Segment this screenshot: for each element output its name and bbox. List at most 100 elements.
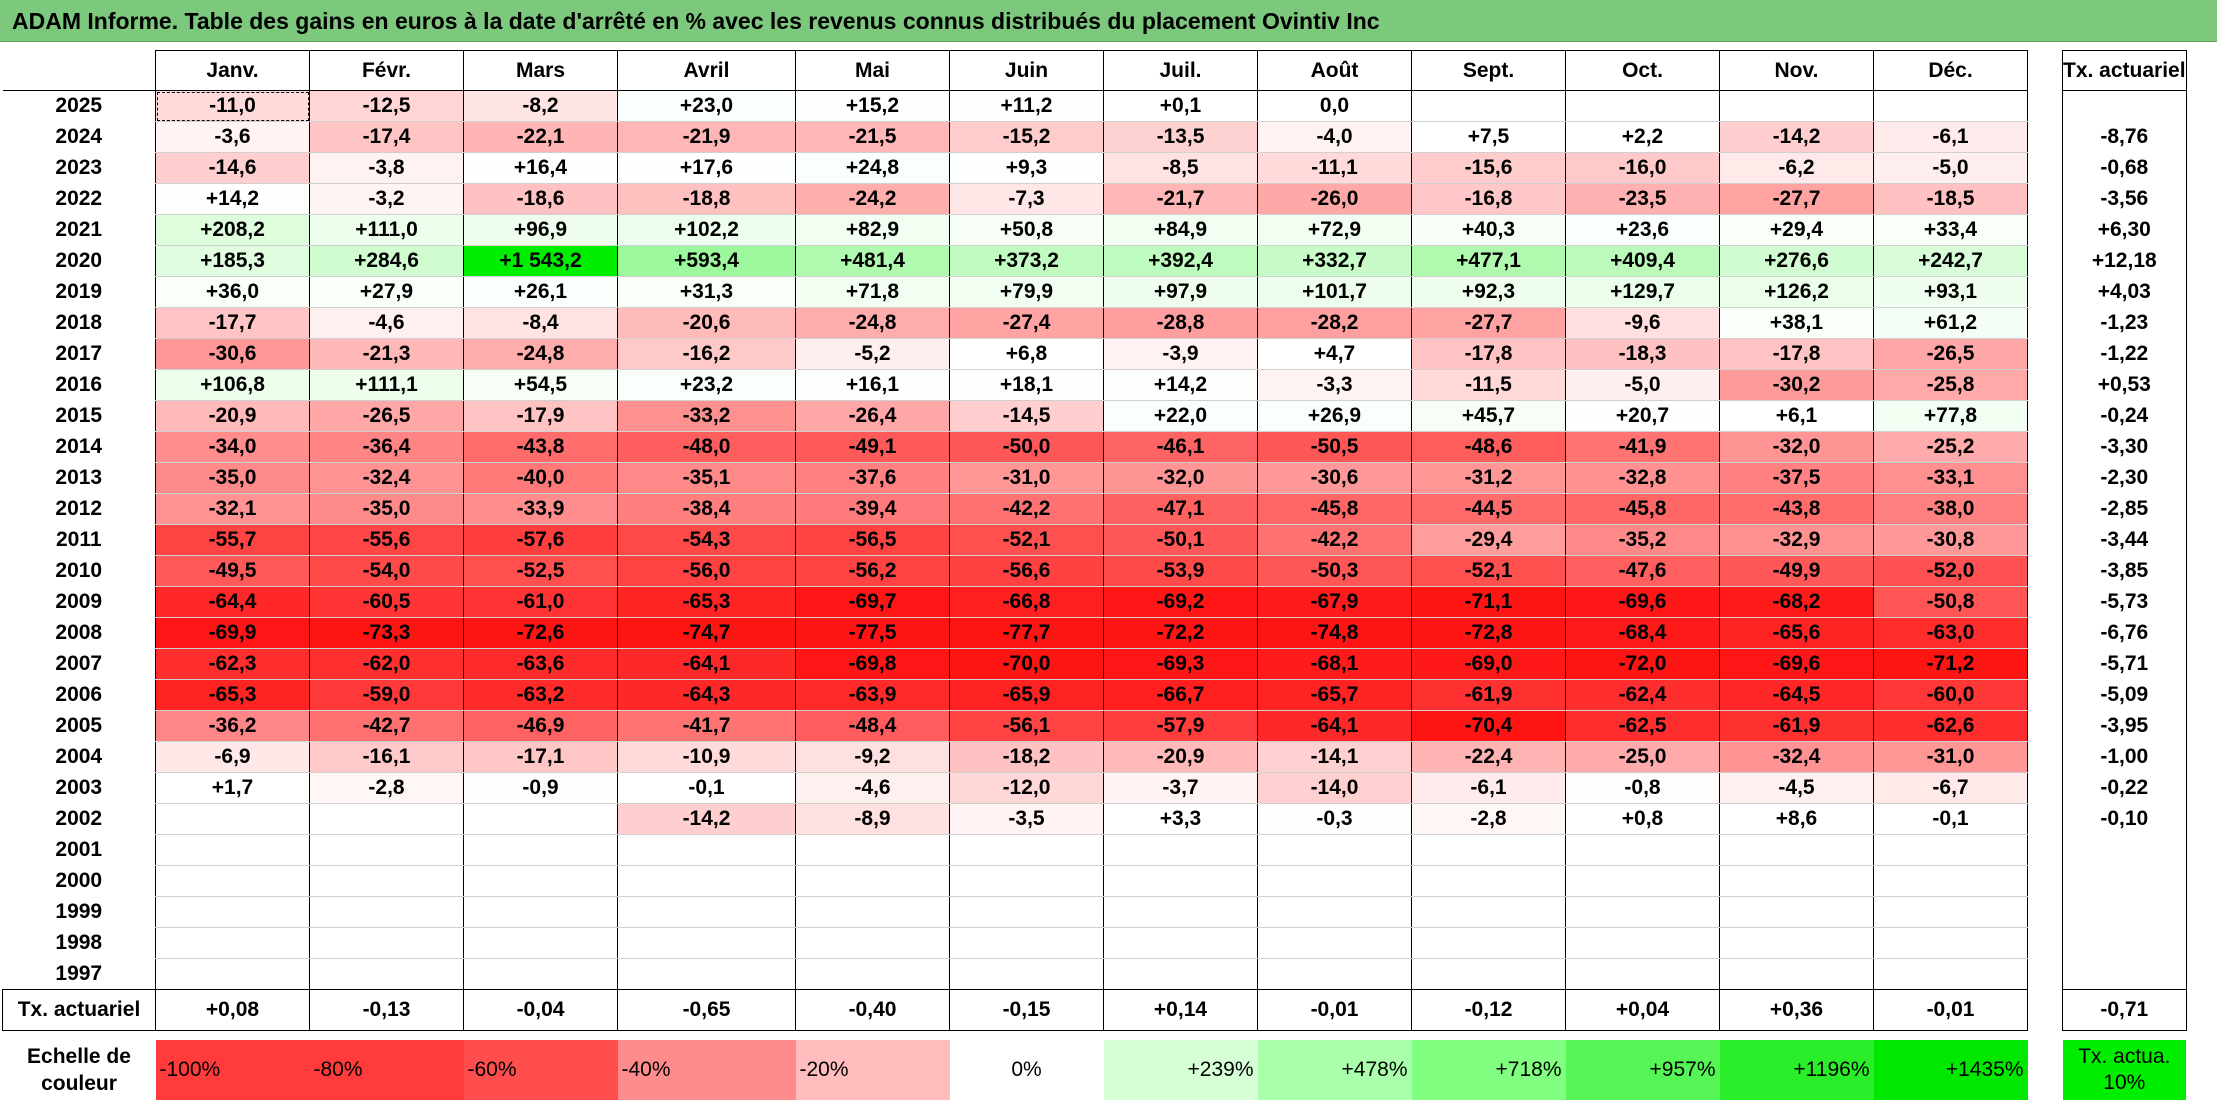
gain-cell[interactable]: -16,2 (617, 338, 796, 370)
gain-cell[interactable]: -66,8 (949, 586, 1104, 618)
gain-cell[interactable]: +477,1 (1411, 245, 1566, 277)
gain-cell[interactable]: -61,9 (1719, 710, 1874, 742)
gain-cell[interactable] (155, 865, 310, 897)
gain-cell[interactable] (309, 927, 464, 959)
gain-cell[interactable]: -32,4 (309, 462, 464, 494)
tx-actuariel-cell[interactable]: -0,68 (2062, 152, 2187, 184)
gain-cell[interactable]: -26,5 (1873, 338, 2028, 370)
gain-cell[interactable]: -42,2 (949, 493, 1104, 525)
gain-cell[interactable]: -17,8 (1719, 338, 1874, 370)
gain-cell[interactable]: +24,8 (795, 152, 950, 184)
gain-cell[interactable]: -63,6 (463, 648, 618, 680)
gain-cell[interactable] (1873, 834, 2028, 866)
tx-actuariel-cell[interactable] (2062, 958, 2187, 990)
gain-cell[interactable]: -32,0 (1719, 431, 1874, 463)
gain-cell[interactable]: -12,5 (309, 90, 464, 122)
gain-cell[interactable] (1873, 865, 2028, 897)
gain-cell[interactable]: -2,8 (309, 772, 464, 804)
gain-cell[interactable]: -30,8 (1873, 524, 2028, 556)
gain-cell[interactable]: -36,2 (155, 710, 310, 742)
gain-cell[interactable]: -4,0 (1257, 121, 1412, 153)
gain-cell[interactable]: +8,6 (1719, 803, 1874, 835)
gain-cell[interactable]: -44,5 (1411, 493, 1566, 525)
gain-cell[interactable]: +593,4 (617, 245, 796, 277)
gain-cell[interactable]: -14,0 (1257, 772, 1412, 804)
gain-cell[interactable]: -14,6 (155, 152, 310, 184)
gain-cell[interactable]: -43,8 (463, 431, 618, 463)
gain-cell[interactable]: +208,2 (155, 214, 310, 246)
annual-rate-cell[interactable]: +0,08 (155, 989, 310, 1031)
gain-cell[interactable]: +0,1 (1103, 90, 1258, 122)
annual-rate-cell[interactable]: -0,04 (463, 989, 618, 1031)
gain-cell[interactable] (463, 958, 618, 990)
gain-cell[interactable]: -17,4 (309, 121, 464, 153)
gain-cell[interactable]: -68,4 (1565, 617, 1720, 649)
tx-actuariel-cell[interactable]: -3,56 (2062, 183, 2187, 215)
gain-cell[interactable]: -71,1 (1411, 586, 1566, 618)
gain-cell[interactable]: +33,4 (1873, 214, 2028, 246)
gain-cell[interactable]: +106,8 (155, 369, 310, 401)
gain-cell[interactable] (617, 927, 796, 959)
gain-cell[interactable]: +72,9 (1257, 214, 1412, 246)
gain-cell[interactable]: +1,7 (155, 772, 310, 804)
gain-cell[interactable]: -17,9 (463, 400, 618, 432)
gain-cell[interactable]: -59,0 (309, 679, 464, 711)
tx-actuariel-cell[interactable]: -0,22 (2062, 772, 2187, 804)
gain-cell[interactable]: -26,4 (795, 400, 950, 432)
gain-cell[interactable] (309, 896, 464, 928)
gain-cell[interactable]: -23,5 (1565, 183, 1720, 215)
gain-cell[interactable]: -18,8 (617, 183, 796, 215)
tx-actuariel-cell[interactable]: +12,18 (2062, 245, 2187, 277)
gain-cell[interactable]: -20,9 (155, 400, 310, 432)
gain-cell[interactable] (1873, 958, 2028, 990)
gain-cell[interactable]: +84,9 (1103, 214, 1258, 246)
gain-cell[interactable]: -8,5 (1103, 152, 1258, 184)
gain-cell[interactable] (949, 865, 1104, 897)
gain-cell[interactable]: -3,8 (309, 152, 464, 184)
gain-cell[interactable]: -12,0 (949, 772, 1104, 804)
gain-cell[interactable]: +23,2 (617, 369, 796, 401)
gain-cell[interactable] (155, 803, 310, 835)
tx-actuariel-cell[interactable] (2062, 90, 2187, 122)
gain-cell[interactable]: -16,0 (1565, 152, 1720, 184)
gain-cell[interactable] (949, 927, 1104, 959)
gain-cell[interactable]: +185,3 (155, 245, 310, 277)
gain-cell[interactable]: -69,7 (795, 586, 950, 618)
gain-cell[interactable] (155, 834, 310, 866)
gain-cell[interactable]: -62,0 (309, 648, 464, 680)
gain-cell[interactable]: +409,4 (1565, 245, 1720, 277)
gain-cell[interactable]: -26,0 (1257, 183, 1412, 215)
gain-cell[interactable] (309, 834, 464, 866)
gain-cell[interactable] (1719, 865, 1874, 897)
gain-cell[interactable]: -22,4 (1411, 741, 1566, 773)
gain-cell[interactable]: -4,6 (795, 772, 950, 804)
gain-cell[interactable] (1257, 958, 1412, 990)
gain-cell[interactable] (1565, 896, 1720, 928)
gain-cell[interactable]: -69,2 (1103, 586, 1258, 618)
gain-cell[interactable]: -32,1 (155, 493, 310, 525)
gain-cell[interactable]: -9,6 (1565, 307, 1720, 339)
gain-cell[interactable]: +50,8 (949, 214, 1104, 246)
gain-cell[interactable]: -6,7 (1873, 772, 2028, 804)
gain-cell[interactable]: -62,5 (1565, 710, 1720, 742)
gain-cell[interactable]: -65,7 (1257, 679, 1412, 711)
gain-cell[interactable]: +16,1 (795, 369, 950, 401)
annual-rate-cell[interactable]: -0,15 (949, 989, 1104, 1031)
gain-cell[interactable]: -74,8 (1257, 617, 1412, 649)
gain-cell[interactable]: +22,0 (1103, 400, 1258, 432)
gain-cell[interactable]: -69,3 (1103, 648, 1258, 680)
gain-cell[interactable]: -48,0 (617, 431, 796, 463)
gain-cell[interactable]: -61,9 (1411, 679, 1566, 711)
gain-cell[interactable]: -74,7 (617, 617, 796, 649)
gain-cell[interactable]: +23,0 (617, 90, 796, 122)
annual-rate-cell[interactable]: -0,12 (1411, 989, 1566, 1031)
gain-cell[interactable]: -71,2 (1873, 648, 2028, 680)
gain-cell[interactable]: -60,0 (1873, 679, 2028, 711)
gain-cell[interactable]: +332,7 (1257, 245, 1412, 277)
gain-cell[interactable]: -38,0 (1873, 493, 2028, 525)
gain-cell[interactable]: +18,1 (949, 369, 1104, 401)
gain-cell[interactable]: -77,7 (949, 617, 1104, 649)
gain-cell[interactable]: -27,4 (949, 307, 1104, 339)
gain-cell[interactable]: -56,6 (949, 555, 1104, 587)
gain-cell[interactable]: -68,1 (1257, 648, 1412, 680)
